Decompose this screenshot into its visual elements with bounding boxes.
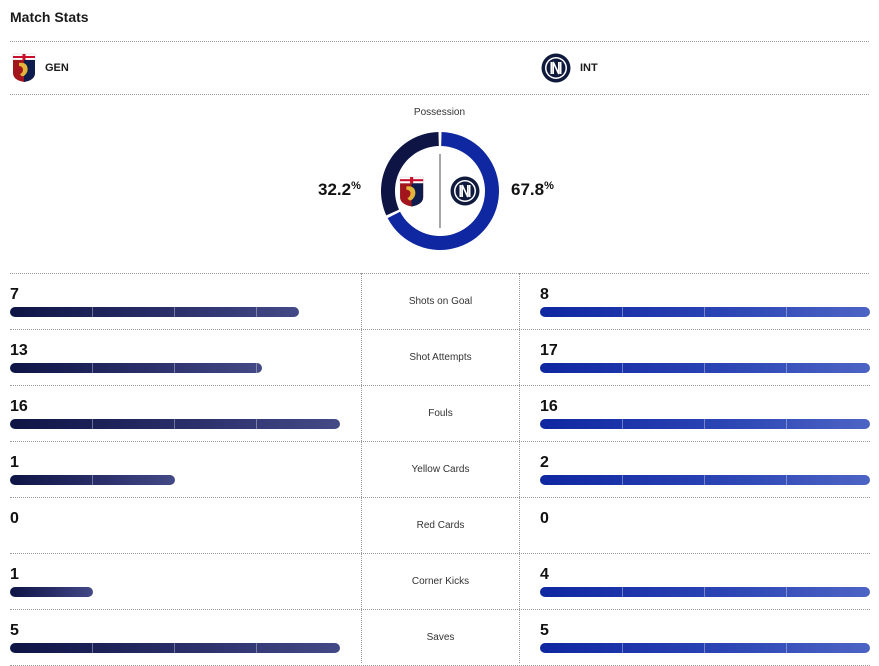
away-stat-bar [540, 307, 870, 317]
home-possession-arc [381, 132, 439, 216]
divider [10, 273, 869, 274]
bar-segment-divider [704, 643, 705, 653]
stat-label: Red Cards [416, 520, 465, 531]
home-stat-bar [10, 587, 93, 597]
divider [10, 94, 869, 95]
away-stat-bar [540, 643, 870, 653]
bar-segment-divider [256, 363, 257, 373]
stat-label: Shot Attempts [409, 352, 472, 363]
stat-label: Shots on Goal [408, 296, 473, 307]
away-stat-value: 5 [540, 622, 549, 639]
bar-segment-divider [174, 419, 175, 429]
stat-label: Corner Kicks [411, 576, 470, 587]
stat-label: Saves [426, 632, 455, 643]
home-team-abbr: GEN [45, 62, 69, 74]
stat-row: 0 Red Cards 0 [10, 497, 870, 554]
away-stat-value: 0 [540, 510, 549, 527]
home-stat-value: 7 [10, 286, 19, 303]
bar-segment-divider [622, 363, 623, 373]
section-title: Match Stats [10, 9, 89, 25]
bar-segment-divider [174, 643, 175, 653]
bar-segment-divider [786, 587, 787, 597]
bar-segment-divider [256, 419, 257, 429]
away-stat-bar [540, 475, 870, 485]
home-stat-value: 13 [10, 342, 28, 359]
bar-segment-divider [622, 643, 623, 653]
divider [10, 441, 870, 442]
home-stat-value: 5 [10, 622, 19, 639]
bar-segment-divider [622, 419, 623, 429]
bar-segment-divider [786, 307, 787, 317]
away-stat-value: 4 [540, 566, 549, 583]
bar-segment-divider [256, 307, 257, 317]
bar-segment-divider [174, 363, 175, 373]
stat-label: Yellow Cards [411, 464, 470, 475]
home-stat-value: 1 [10, 566, 19, 583]
stat-label: Fouls [428, 408, 453, 419]
away-stat-value: 16 [540, 398, 558, 415]
away-stat-value: 2 [540, 454, 549, 471]
bar-segment-divider [786, 363, 787, 373]
home-stat-bar [10, 475, 175, 485]
bar-segment-divider [92, 475, 93, 485]
home-stat-bar [10, 363, 262, 373]
home-stat-bar [10, 643, 340, 653]
bar-segment-divider [92, 307, 93, 317]
inter-crest-icon [541, 53, 571, 83]
divider [10, 497, 870, 498]
home-stat-value: 0 [10, 510, 19, 527]
away-stat-bar [540, 587, 870, 597]
away-stat-value: 17 [540, 342, 558, 359]
bar-segment-divider [256, 643, 257, 653]
home-stat-value: 16 [10, 398, 28, 415]
bar-segment-divider [92, 643, 93, 653]
possession-label: Possession [413, 107, 466, 118]
away-possession-value: 67.8% [511, 180, 554, 199]
bar-segment-divider [704, 475, 705, 485]
stat-row: 1 Yellow Cards 2 [10, 441, 870, 498]
genoa-crest-icon [399, 176, 424, 207]
divider [10, 385, 870, 386]
stats-column-divider [519, 273, 520, 663]
stats-column-divider [361, 273, 362, 663]
stat-row: 5 Saves 5 [10, 609, 870, 666]
divider [10, 553, 870, 554]
bar-segment-divider [92, 363, 93, 373]
away-stat-value: 8 [540, 286, 549, 303]
away-stat-bar [540, 363, 870, 373]
stat-row: 1 Corner Kicks 4 [10, 553, 870, 610]
away-stat-bar [540, 419, 870, 429]
divider [10, 609, 870, 610]
bar-segment-divider [786, 419, 787, 429]
genoa-crest-icon [12, 53, 36, 82]
bar-segment-divider [704, 307, 705, 317]
bar-segment-divider [704, 419, 705, 429]
bar-segment-divider [92, 419, 93, 429]
stat-row: 7 Shots on Goal 8 [10, 273, 870, 330]
home-stat-value: 1 [10, 454, 19, 471]
bar-segment-divider [174, 307, 175, 317]
bar-segment-divider [622, 475, 623, 485]
bar-segment-divider [622, 587, 623, 597]
home-possession-value: 32.2% [318, 180, 361, 199]
divider [10, 41, 869, 42]
bar-segment-divider [704, 363, 705, 373]
bar-segment-divider [704, 587, 705, 597]
divider [10, 329, 870, 330]
inter-crest-icon [450, 176, 480, 206]
bar-segment-divider [786, 475, 787, 485]
home-team: GEN [12, 53, 69, 83]
stat-row: 16 Fouls 16 [10, 385, 870, 442]
home-stat-bar [10, 419, 340, 429]
away-team: INT [541, 53, 598, 83]
home-stat-bar [10, 307, 299, 317]
bar-segment-divider [786, 643, 787, 653]
bar-segment-divider [622, 307, 623, 317]
possession-donut-chart [381, 132, 499, 250]
away-team-abbr: INT [580, 62, 598, 74]
stat-row: 13 Shot Attempts 17 [10, 329, 870, 386]
